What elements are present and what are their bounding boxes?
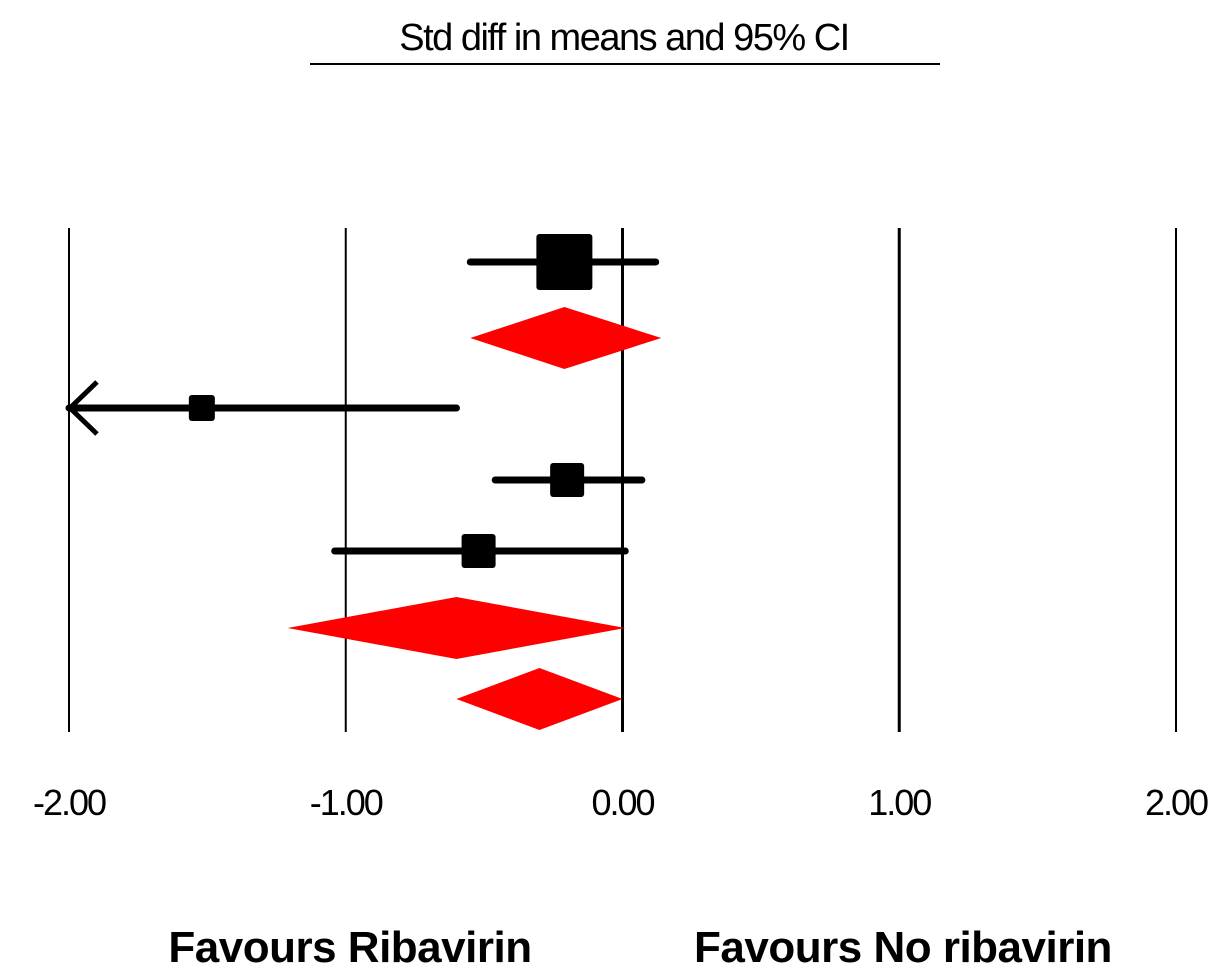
favours-left-label: Favours Ribavirin — [168, 923, 531, 969]
chart-header: Std diff in means and 95% CI — [399, 17, 848, 59]
point-estimate-box — [461, 534, 496, 568]
plot-marks — [65, 234, 662, 730]
point-estimate-box — [550, 463, 585, 497]
favours-right-label: Favours No ribavirin — [694, 923, 1112, 969]
gridlines — [68, 228, 1177, 732]
x-tick-label: -2.00 — [33, 782, 106, 823]
truncation-arrow — [66, 380, 99, 436]
x-tick-label: 1.00 — [868, 782, 931, 823]
x-axis-ticks: -2.00 -1.00 0.00 1.00 2.00 — [33, 782, 1210, 823]
summary-diamond — [470, 307, 662, 369]
point-estimate-box — [536, 234, 593, 290]
x-tick-label: 2.00 — [1145, 782, 1208, 823]
summary-diamond — [456, 668, 623, 730]
x-tick-label: 0.00 — [591, 782, 654, 823]
point-estimate-box — [188, 395, 215, 421]
x-tick-label: -1.00 — [310, 782, 383, 823]
summary-diamond — [287, 597, 626, 659]
